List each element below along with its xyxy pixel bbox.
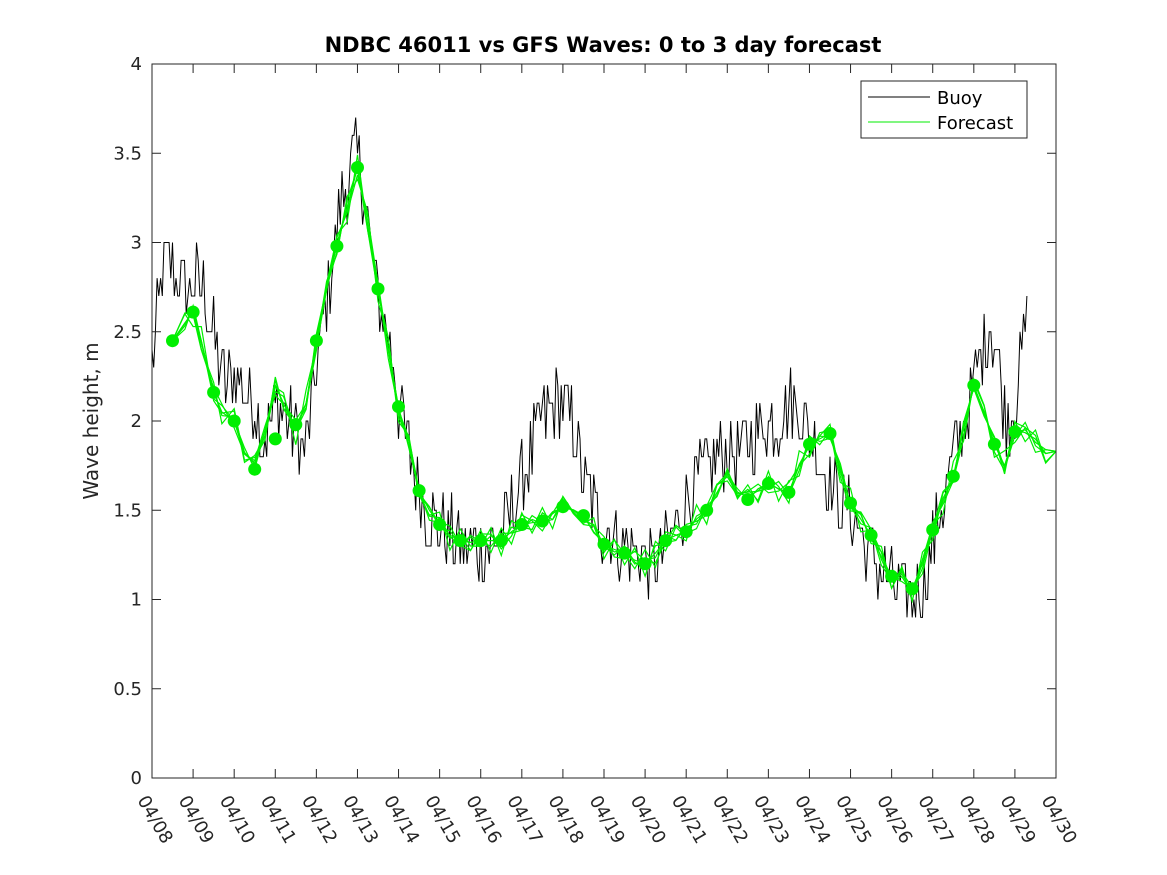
y-tick-label: 0	[131, 768, 142, 789]
forecast-marker	[248, 462, 262, 476]
legend-forecast-label: Forecast	[937, 113, 1013, 134]
forecast-marker	[309, 334, 323, 348]
forecast-marker	[433, 518, 447, 531]
y-tick-label: 0.5	[113, 679, 142, 700]
y-axis: 0 0.5 1 1.5 2 2.5 3 3.5 4	[113, 54, 1056, 789]
forecast-marker	[967, 378, 981, 392]
legend: Buoy Forecast	[860, 80, 1028, 139]
forecast-marker	[618, 546, 631, 560]
forecast-marker	[926, 523, 940, 537]
forecast-marker	[515, 518, 529, 531]
forecast-marker	[782, 485, 796, 499]
forecast-marker	[474, 534, 488, 548]
forecast-marker	[885, 569, 899, 583]
y-tick-label: 3.5	[113, 143, 142, 164]
forecast-marker	[577, 509, 590, 523]
forecast-marker	[556, 500, 570, 514]
legend-box	[860, 80, 1028, 139]
y-tick-label: 3	[131, 233, 142, 254]
forecast-marker	[659, 534, 673, 548]
forecast-marker	[535, 514, 549, 528]
y-tick-label: 2.5	[113, 322, 142, 343]
forecast-marker	[864, 528, 878, 542]
forecast-marker	[330, 239, 344, 253]
forecast-marker	[700, 503, 714, 517]
forecast-marker	[741, 493, 755, 506]
y-tick-label: 2	[131, 411, 142, 432]
forecast-marker	[823, 427, 837, 440]
y-tick-label: 1	[131, 590, 142, 611]
forecast-marker	[494, 534, 508, 548]
forecast-marker	[597, 537, 611, 551]
forecast-marker	[946, 469, 960, 483]
forecast-marker	[638, 557, 652, 571]
y-tick-label: 4	[131, 54, 142, 75]
y-tick-label: 1.5	[113, 500, 142, 521]
forecast-marker	[987, 437, 1001, 451]
forecast-marker	[351, 161, 364, 174]
forecast-marker	[227, 414, 241, 428]
forecast-marker	[453, 534, 467, 548]
forecast-marker	[166, 334, 179, 348]
forecast-marker	[207, 385, 221, 399]
y-axis-label: Wave height, m	[79, 342, 103, 499]
forecast-markers	[166, 161, 1022, 596]
forecast-marker	[679, 525, 693, 539]
forecast-marker	[412, 484, 426, 498]
forecast-marker	[761, 477, 775, 490]
forecast-marker	[186, 305, 200, 319]
forecast-marker	[1008, 425, 1022, 439]
forecast-marker	[371, 282, 385, 296]
forecast-marker	[289, 418, 303, 432]
legend-buoy-label: Buoy	[937, 88, 983, 109]
forecast-marker	[392, 400, 405, 414]
forecast-marker	[844, 496, 857, 510]
chart-title: NDBC 46011 vs GFS Waves: 0 to 3 day fore…	[325, 33, 882, 57]
forecast-marker	[905, 582, 919, 596]
forecast-marker	[803, 437, 816, 451]
forecast-marker	[268, 432, 282, 446]
